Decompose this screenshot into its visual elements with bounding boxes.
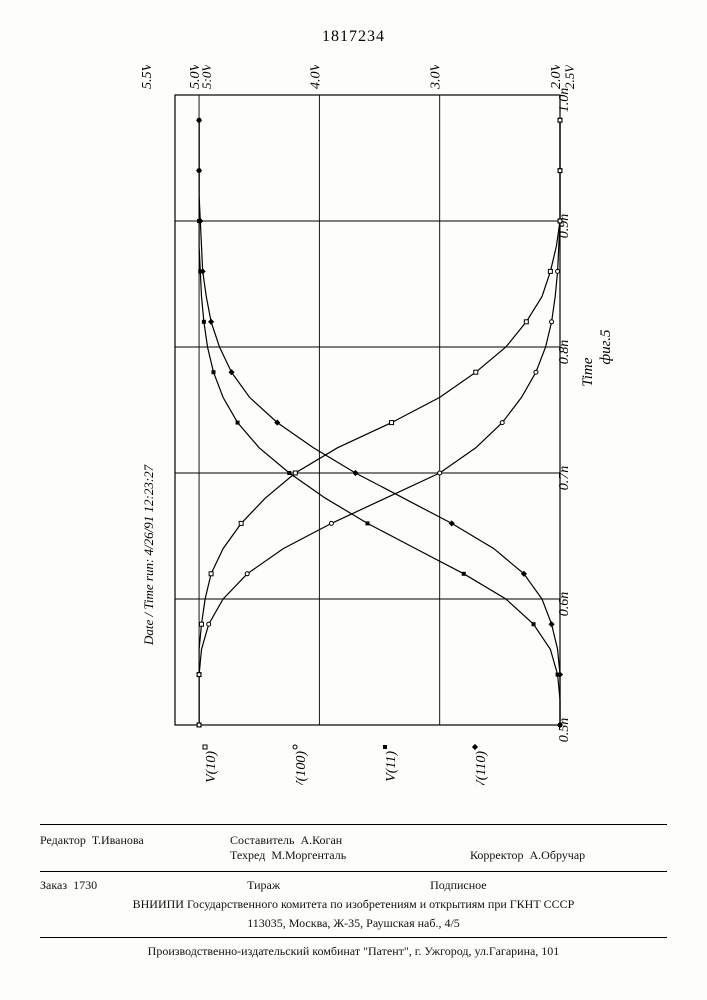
svg-text:0.7n: 0.7n [557, 466, 572, 491]
vniipi-line2: 113035, Москва, Ж-35, Раушская наб., 4/5 [40, 914, 667, 933]
svg-text:Time: Time [580, 357, 596, 387]
editor-label: Редактор [40, 833, 86, 847]
svg-text:V(10): V(10) [204, 751, 219, 783]
svg-text:3.0V: 3.0V [429, 65, 444, 90]
svg-text:2.5V: 2.5V [562, 65, 577, 89]
svg-text:4.0V: 4.0V [308, 65, 323, 89]
svg-text:Date / Time run: 4/26/91 12:: Date / Time run: 4/26/91 12:23:27 [141, 464, 156, 646]
svg-text:0.5n: 0.5n [557, 718, 572, 743]
svg-text:0.6n: 0.6n [557, 592, 572, 617]
podpisnoe-label: Подписное [430, 878, 487, 893]
svg-text:V(110): V(110) [474, 751, 489, 785]
techred-label: Техред [230, 848, 265, 862]
vniipi-line1: ВНИИПИ Государственного комитета по изоб… [40, 895, 667, 914]
techred-name: М.Моргенталь [271, 848, 346, 862]
svg-text:5.5V: 5.5V [140, 65, 155, 89]
svg-text:0.8n: 0.8n [557, 340, 572, 365]
order-no: 1730 [73, 878, 97, 892]
corrector-label: Корректор [470, 848, 524, 862]
svg-text:V(100): V(100) [294, 751, 309, 785]
compiler-label: Составитель [230, 833, 294, 847]
svg-text:V(11): V(11) [384, 751, 399, 782]
svg-text:1.0n: 1.0n [557, 88, 572, 113]
chart-figure: 0.5n0.6n0.7n0.8n0.9n1.0n5.5V5.0V4.0V3.0V… [105, 65, 625, 785]
footer-block: Редактор Т.Иванова Составитель А.Коган Т… [40, 820, 667, 961]
svg-text:фиг.5: фиг.5 [598, 329, 614, 365]
prod-line: Производственно-издательский комбинат "П… [40, 942, 667, 961]
order-label: Заказ [40, 878, 67, 892]
tirazh-label: Тираж [247, 878, 280, 893]
corrector-name: А.Обручар [530, 848, 586, 862]
svg-text:5:0V: 5:0V [199, 65, 214, 89]
document-number: 1817234 [0, 28, 707, 46]
editor-name: Т.Иванова [92, 833, 144, 847]
compiler-name: А.Коган [300, 833, 342, 847]
